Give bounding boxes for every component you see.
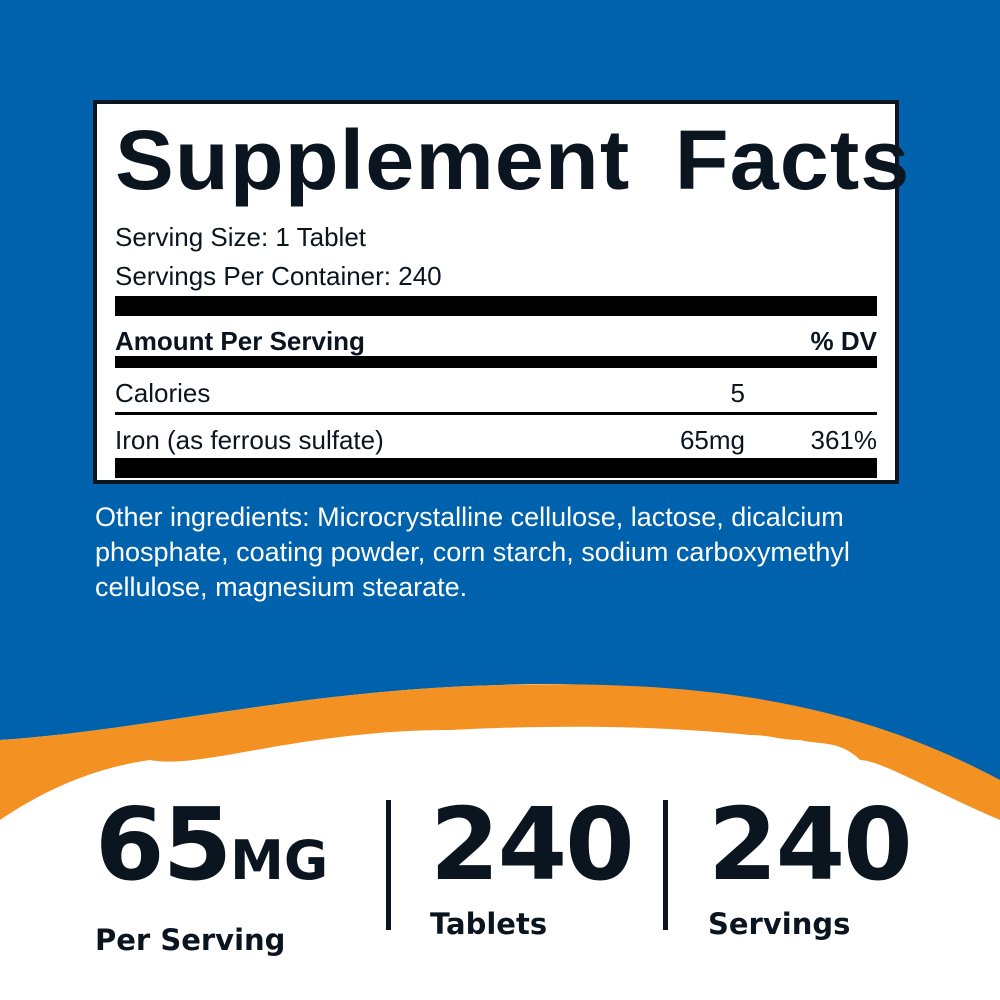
row-dv: 361%	[810, 425, 878, 455]
dv-header: % DV	[810, 326, 877, 356]
stat-label: Tablets	[430, 907, 548, 941]
row-amount: 65mg	[679, 425, 745, 455]
supplement-facts-panel: Supplement Facts Serving Size: 1 Tablet …	[93, 100, 909, 484]
divider-thin	[115, 412, 877, 415]
divider-thick	[115, 458, 877, 478]
stat-servings: 240 Servings	[708, 786, 913, 942]
stat-divider	[663, 800, 668, 930]
amount-header: Amount Per Serving	[115, 326, 365, 356]
serving-size: Serving Size: 1 Tablet	[115, 222, 366, 252]
stat-value: 240	[708, 786, 913, 903]
servings-per-container: Servings Per Container: 240	[115, 261, 442, 291]
divider-medium	[115, 356, 877, 368]
row-amount: 5	[730, 378, 745, 408]
stat-per-serving: 65MG Per Serving	[95, 795, 329, 958]
stat-value: 240	[430, 786, 635, 903]
facts-title: Supplement Facts	[115, 113, 911, 207]
stat-unit: MG	[230, 829, 329, 892]
other-ingredients: Other ingredients: Microcrystalline cell…	[95, 502, 850, 602]
divider-thick	[115, 296, 877, 316]
stat-tablets: 240 Tablets	[430, 786, 635, 942]
stat-divider	[386, 800, 391, 930]
stat-label: Servings	[708, 907, 851, 941]
stat-label: Per Serving	[95, 923, 286, 957]
stat-value: 65	[95, 786, 232, 903]
row-name: Calories	[115, 378, 211, 408]
row-name: Iron (as ferrous sulfate)	[115, 425, 384, 455]
